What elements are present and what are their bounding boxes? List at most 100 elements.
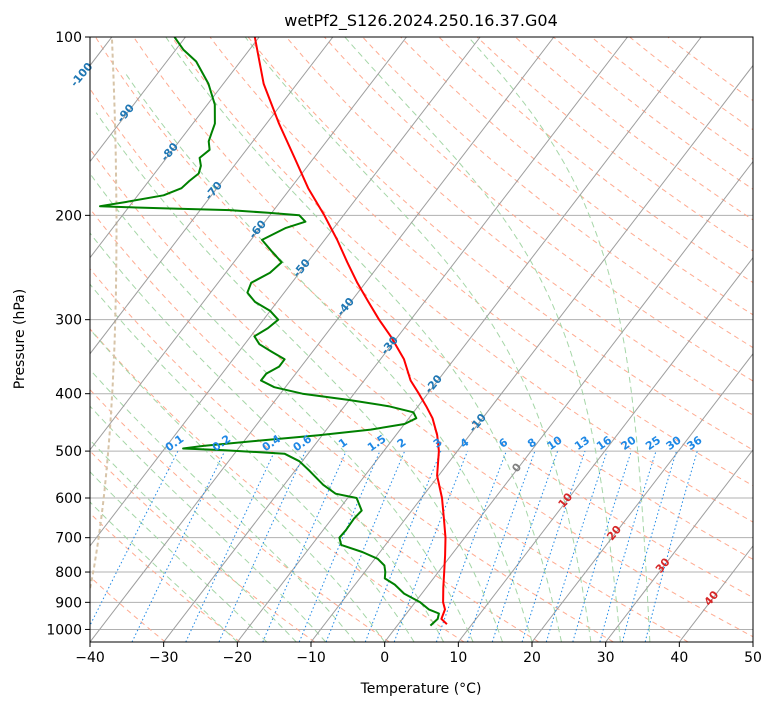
moist-adiabat-line — [90, 172, 474, 642]
mixing-ratio-label: 2 — [395, 436, 409, 451]
dry-adiabat-line — [514, 37, 753, 221]
moist-adiabat-line — [95, 112, 503, 642]
mixing-ratio-label: 30 — [664, 433, 684, 453]
y-tick-label: 1000 — [46, 622, 82, 638]
background-lines — [90, 37, 753, 642]
dry-adiabat-line — [667, 37, 753, 102]
dewpoint-profile-line — [99, 37, 440, 627]
dry-adiabat-line — [591, 37, 753, 160]
mixing-ratio-line — [262, 450, 347, 642]
dry-adiabat-line — [90, 267, 540, 642]
moist-adiabat-line — [90, 439, 297, 642]
mixing-ratio-line — [491, 450, 559, 642]
dry-adiabat-line — [90, 208, 614, 642]
dry-adiabat-line — [90, 87, 753, 638]
mixing-ratio-label: 10 — [545, 433, 565, 453]
y-axis-title: Pressure (hPa) — [12, 289, 28, 389]
dry-adiabat-line — [171, 37, 753, 523]
mixing-ratio-label: 13 — [572, 434, 592, 453]
isotherm-line — [90, 37, 334, 355]
mixing-ratio-label: 6 — [497, 436, 511, 451]
moist-adiabat-line — [90, 283, 415, 642]
line-labels: 0.1 0.2 0.4 0.6 1 1.5 2 3 4 6 8 10 13 16 20 25 30 36-100-… — [68, 60, 722, 609]
x-axis-title: Temperature (°C) — [360, 681, 482, 697]
y-tick-label: 200 — [55, 208, 82, 224]
reference-curve — [90, 37, 118, 594]
dry-adiabat-line — [133, 37, 753, 560]
mixing-ratio-line — [545, 450, 608, 642]
mixing-ratio-line — [298, 450, 381, 642]
isotherm-line — [90, 37, 260, 259]
mixing-ratio-line — [521, 450, 586, 642]
x-tick-label: 10 — [449, 650, 467, 666]
x-tick-label: 0 — [380, 650, 389, 666]
mixing-ratio-line — [572, 450, 632, 642]
mixing-ratio-line — [393, 450, 468, 642]
isotherm-line — [310, 64, 753, 642]
isotherm-line — [90, 37, 481, 547]
mixing-ratio-line — [131, 450, 226, 642]
y-tick-label: 100 — [55, 30, 82, 46]
y-tick-label: 700 — [55, 531, 82, 547]
moist-adiabat-line — [467, 37, 651, 642]
isotherm-line — [678, 545, 753, 642]
x-tick-label: 20 — [523, 650, 541, 666]
mixing-ratio-line — [467, 450, 536, 642]
isotherm-line — [531, 352, 753, 642]
dry-adiabat-line — [553, 37, 753, 190]
mixing-ratio-line — [435, 450, 507, 642]
axis-ticks: −40 −30 −20 −10 0 10 20 30 40 50 1000 900 800 700 600 5… — [46, 30, 762, 666]
temperature-profile-line — [253, 37, 448, 625]
profile-lines — [99, 37, 448, 627]
mixing-ratio-line — [325, 450, 406, 642]
dry-adiabat-line — [90, 148, 689, 642]
y-tick-label: 800 — [55, 565, 82, 581]
mixing-ratio-label: 36 — [684, 433, 704, 453]
x-tick-label: 50 — [744, 650, 762, 666]
x-tick-label: −40 — [75, 650, 105, 666]
dry-adiabat-line — [95, 37, 753, 599]
plot-frame — [89, 36, 754, 643]
dry-adiabat-line — [209, 37, 753, 487]
isotherm-line — [90, 37, 407, 451]
dry-adiabat-line — [400, 37, 753, 316]
isotherm-line — [236, 37, 702, 642]
dry-adiabat-line — [285, 37, 753, 416]
dry-adiabat-line — [90, 512, 241, 642]
dry-adiabat-line — [476, 37, 753, 252]
mixing-ratio-label: 16 — [594, 433, 614, 453]
moist-adiabat-line — [244, 37, 592, 642]
dry-adiabat-line — [90, 450, 315, 642]
mixing-ratio-label: 1 — [336, 436, 350, 451]
moist-adiabat-line — [124, 72, 533, 642]
isotherm-line — [90, 37, 186, 163]
x-tick-label: −30 — [149, 650, 179, 666]
y-tick-label: 600 — [55, 491, 82, 507]
mixing-ratio-label: 20 — [618, 433, 638, 453]
mixing-ratio-line — [90, 450, 179, 627]
isotherm-line — [90, 37, 555, 642]
x-tick-label: −10 — [296, 650, 326, 666]
y-tick-label: 900 — [55, 595, 82, 611]
mixing-ratio-label: 25 — [643, 434, 663, 453]
dry-adiabat-line — [247, 37, 753, 451]
x-tick-label: 30 — [597, 650, 615, 666]
mixing-ratio-line — [599, 450, 657, 642]
x-tick-label: 40 — [670, 650, 688, 666]
x-tick-label: −20 — [223, 650, 253, 666]
y-tick-label: 400 — [55, 387, 82, 403]
mixing-ratio-label: 3 — [431, 436, 445, 451]
isotherm-line — [163, 37, 628, 642]
mixing-ratio-line — [621, 450, 677, 642]
isotherm-line — [605, 449, 753, 642]
mixing-ratio-line — [644, 450, 698, 642]
dry-adiabat-line — [90, 388, 390, 642]
moist-adiabat-line — [90, 328, 386, 642]
isotherm-line — [384, 160, 753, 642]
moist-adiabat-line — [90, 501, 238, 642]
isotherm-line — [752, 641, 753, 642]
y-tick-label: 500 — [55, 444, 82, 460]
dry-adiabat-line — [438, 37, 753, 284]
